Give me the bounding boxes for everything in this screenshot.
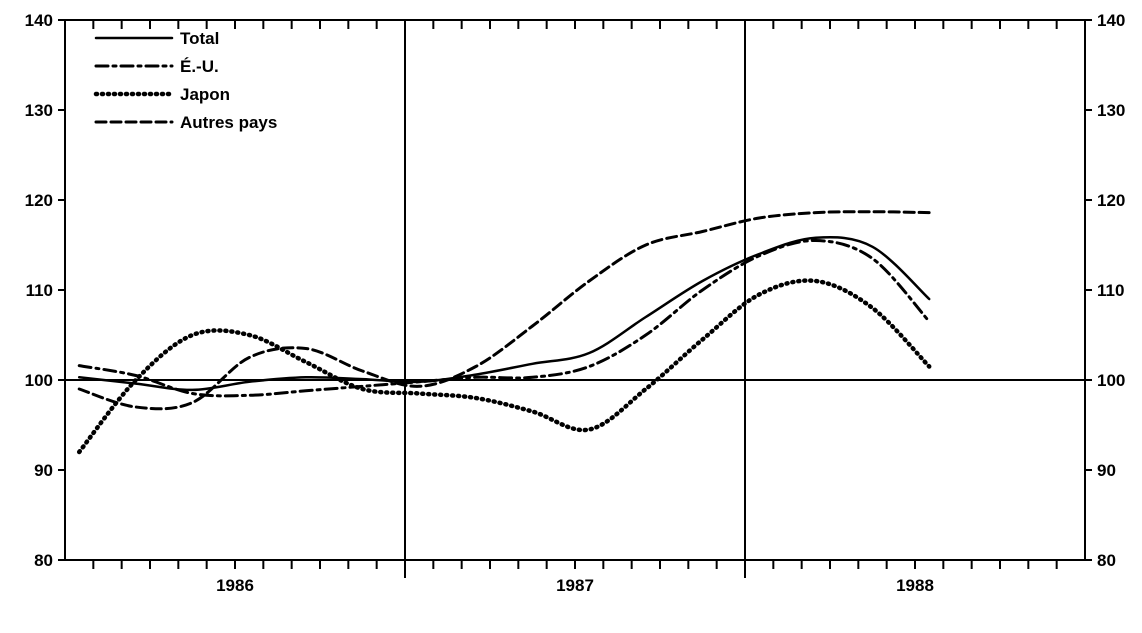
y-tick-label-left: 110: [26, 281, 53, 300]
y-tick-label-left: 80: [34, 551, 53, 570]
y-tick-label-right: 110: [1097, 281, 1124, 300]
series-line-2: [76, 278, 932, 455]
y-tick-label-left: 100: [25, 371, 53, 390]
y-tick-label-left: 140: [25, 11, 53, 30]
y-tick-label-right: 80: [1097, 551, 1116, 570]
legend: Total É.-U. Japon Autres pays: [93, 29, 277, 132]
y-tick-label-right: 130: [1097, 101, 1125, 120]
legend-label-2: Japon: [180, 85, 230, 104]
legend-label-1: É.-U.: [180, 57, 219, 76]
legend-label-0: Total: [180, 29, 219, 48]
series-lines: [76, 210, 932, 455]
series-line-3: [77, 210, 931, 411]
y-tick-label-right: 120: [1097, 191, 1125, 210]
x-tick-label: 1987: [556, 576, 594, 595]
legend-label-3: Autres pays: [180, 113, 277, 132]
y-tick-label-left: 90: [34, 461, 53, 480]
x-tick-label: 1986: [216, 576, 254, 595]
series-line-0: [77, 236, 931, 392]
y-tick-label-right: 140: [1097, 11, 1125, 30]
series-line-1: [77, 238, 931, 398]
y-tick-label-left: 130: [25, 101, 53, 120]
y-tick-label-left: 120: [25, 191, 53, 210]
y-tick-label-right: 90: [1097, 461, 1116, 480]
x-tick-label: 1988: [896, 576, 934, 595]
axis-ticks: 1986 1987 1988 80 80 90 90 100 100 110 110 120 120 13…: [25, 11, 1126, 595]
y-tick-label-right: 100: [1097, 371, 1125, 390]
